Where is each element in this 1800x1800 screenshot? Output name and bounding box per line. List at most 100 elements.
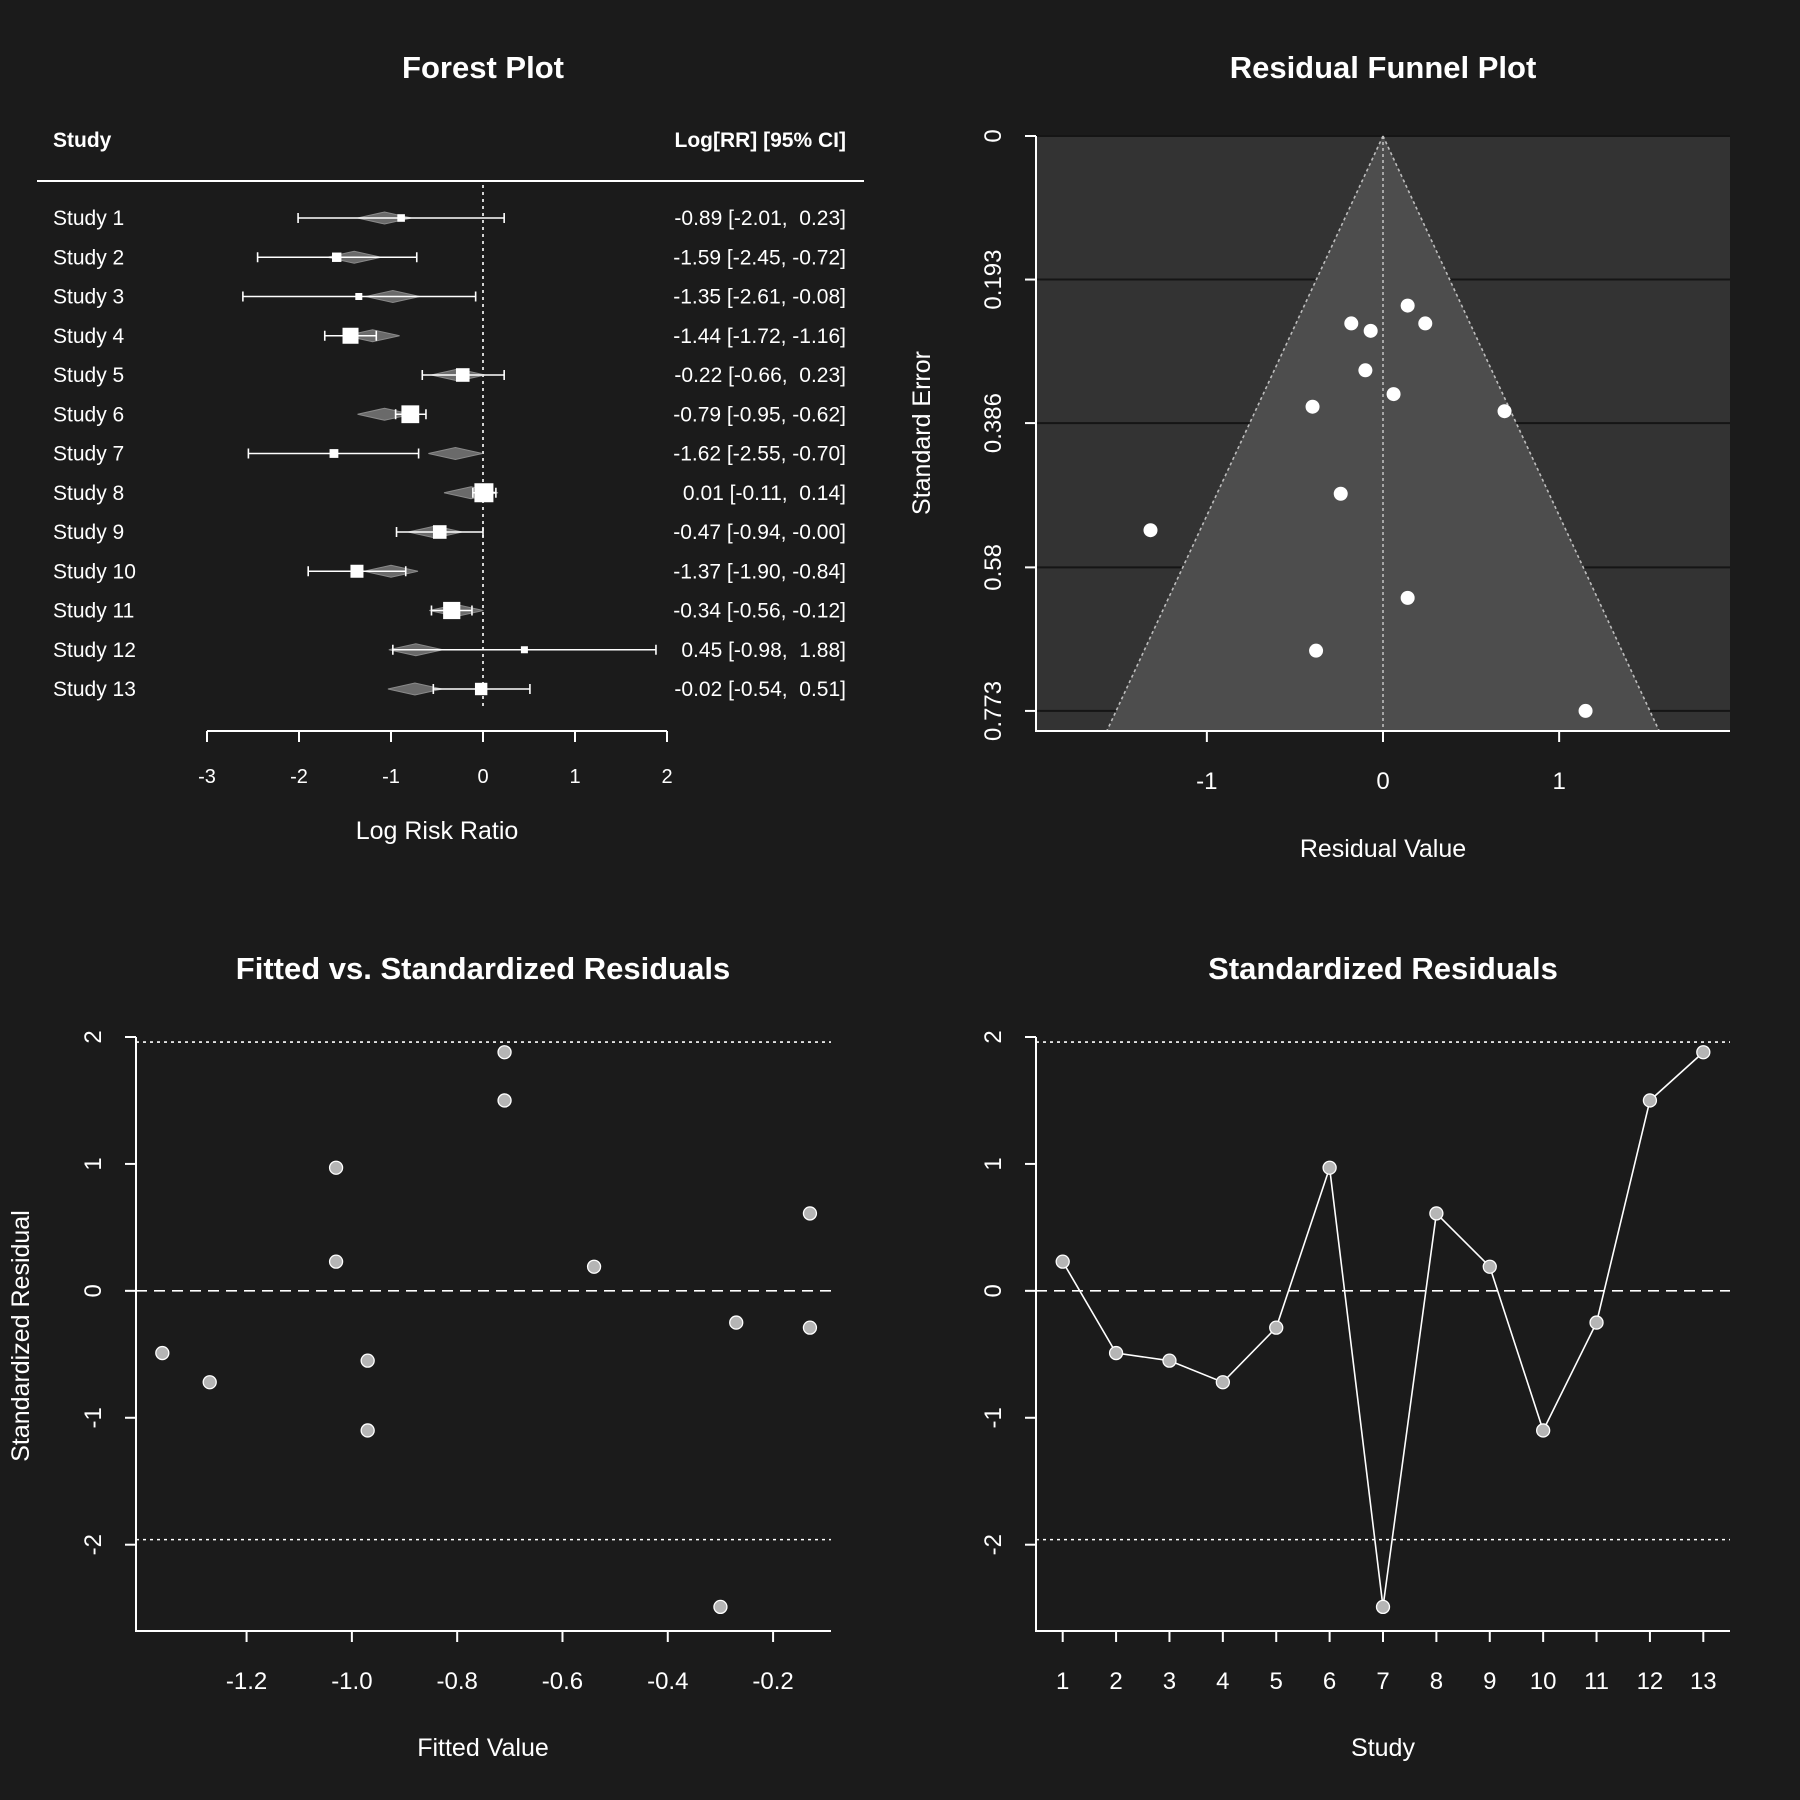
forest-ci-text: -0.79 [-0.95, -0.62] <box>673 403 846 426</box>
forest-study-label: Study 3 <box>53 286 124 309</box>
forest-x-tick-label: -2 <box>290 766 308 788</box>
forest-study-label: Study 2 <box>53 246 124 269</box>
forest-study-label: Study 7 <box>53 443 124 466</box>
fitted-x-tick-label: -0.6 <box>542 1668 583 1695</box>
forest-ci-text: 0.01 [-0.11, 0.14] <box>677 482 846 505</box>
forest-ci-text: -1.37 [-1.90, -0.84] <box>673 560 846 583</box>
funnel-right-boundary <box>1382 135 1660 732</box>
std-residuals-y-tick-label: -2 <box>980 1534 1007 1555</box>
forest-ci-text: -1.35 [-2.61, -0.08] <box>673 286 846 309</box>
std-residuals-x-tick-label: 6 <box>1323 1668 1336 1695</box>
std-residuals-x-tick-label: 5 <box>1270 1668 1283 1695</box>
funnel-point <box>1400 298 1415 313</box>
funnel-point <box>1305 399 1320 414</box>
funnel-point <box>1578 703 1593 718</box>
forest-point-estimate <box>520 646 528 654</box>
funnel-x-axis-label: Residual Value <box>1300 835 1466 863</box>
forest-point-estimate <box>329 449 339 458</box>
std-residuals-point <box>1322 1160 1337 1175</box>
fitted-y-tick-label: 0 <box>80 1284 107 1297</box>
fitted-point <box>729 1315 744 1330</box>
fitted-y-tick-label: -2 <box>80 1534 107 1555</box>
fitted-vs-residuals-panel: Fitted vs. Standardized Residuals Fitted… <box>7 951 831 1762</box>
fitted-point <box>155 1345 170 1361</box>
forest-study-label: Study 1 <box>53 207 124 230</box>
std-residuals-x-axis-label: Study <box>1351 1734 1415 1762</box>
funnel-plot-panel: Residual Funnel Plot Residual Value Stan… <box>908 50 1730 863</box>
fitted-x-tick-label: -0.2 <box>752 1668 793 1695</box>
forest-point-estimate <box>432 525 447 539</box>
funnel-point <box>1358 363 1373 378</box>
std-residuals-point <box>1482 1259 1497 1274</box>
forest-study-label: Study 11 <box>53 600 134 623</box>
std-residuals-point <box>1696 1045 1711 1060</box>
forest-x-tick-label: -1 <box>382 766 400 788</box>
funnel-left-boundary <box>1106 135 1384 732</box>
forest-study-label: Study 13 <box>53 678 136 701</box>
fitted-y-tick-label: 1 <box>80 1157 107 1170</box>
forest-point-estimate <box>474 682 488 696</box>
std-residuals-title: Standardized Residuals <box>1208 951 1558 986</box>
std-residuals-point <box>1055 1254 1070 1269</box>
std-residuals-x-tick-label: 1 <box>1056 1668 1069 1695</box>
std-residuals-y-tick-label: 1 <box>980 1157 1007 1170</box>
std-residuals-x-tick-label: 4 <box>1216 1668 1229 1695</box>
funnel-axes <box>1035 136 1730 732</box>
funnel-x-tick-label: 1 <box>1552 768 1565 795</box>
forest-plot-panel: Forest Plot Study Log[RR] [95% CI] Log R… <box>37 50 864 845</box>
forest-point-estimate <box>397 214 405 222</box>
std-residuals-y-tick-label: -1 <box>980 1407 1007 1428</box>
fitted-y-tick-label: 2 <box>80 1030 107 1043</box>
funnel-point <box>1386 387 1401 402</box>
forest-x-axis-label: Log Risk Ratio <box>356 817 519 845</box>
std-residuals-x-tick-label: 3 <box>1163 1668 1176 1695</box>
std-residuals-point <box>1215 1375 1230 1390</box>
forest-plot-title: Forest Plot <box>402 50 564 85</box>
forest-x-tick-label: 0 <box>477 766 488 788</box>
forest-ci-text: 0.45 [-0.98, 1.88] <box>676 639 846 662</box>
forest-point-estimate <box>332 252 342 262</box>
funnel-y-tick-label: 0 <box>980 129 1007 142</box>
fitted-x-tick-label: -1.2 <box>226 1668 267 1695</box>
fitted-point <box>202 1375 217 1390</box>
fitted-point <box>586 1259 602 1274</box>
funnel-point <box>1418 316 1433 331</box>
funnel-y-axis-label: Standard Error <box>908 351 936 515</box>
funnel-point <box>1400 590 1415 605</box>
std-residuals-point <box>1536 1423 1551 1438</box>
std-residuals-point <box>1429 1206 1444 1221</box>
forest-point-estimate <box>401 405 420 424</box>
std-residuals-x-tick-label: 11 <box>1584 1668 1609 1695</box>
fitted-x-tick-label: -0.4 <box>647 1668 688 1695</box>
forest-study-label: Study 12 <box>53 639 136 662</box>
std-residuals-y-tick-label: 2 <box>980 1030 1007 1043</box>
forest-ci-text: -0.22 [-0.66, 0.23] <box>674 364 846 387</box>
funnel-point <box>1344 316 1359 331</box>
forest-ci-text: -0.47 [-0.94, -0.00] <box>673 521 846 544</box>
forest-ci-text: -0.89 [-2.01, 0.23] <box>674 207 846 230</box>
forest-point-estimate <box>342 327 359 344</box>
fitted-point <box>328 1160 344 1175</box>
fitted-axes <box>135 1037 831 1632</box>
std-residuals-axes <box>1035 1037 1730 1632</box>
forest-point-estimate <box>443 601 461 620</box>
fitted-point <box>802 1320 818 1335</box>
std-residuals-point <box>1589 1315 1604 1330</box>
funnel-x-tick-label: -1 <box>1196 768 1217 795</box>
funnel-point <box>1497 404 1512 419</box>
std-residuals-x-tick-label: 8 <box>1430 1668 1443 1695</box>
forest-study-label: Study 9 <box>53 521 124 544</box>
funnel-x-tick-label: 0 <box>1376 768 1389 795</box>
funnel-point <box>1333 486 1348 501</box>
forest-ci-text: -0.34 [-0.56, -0.12] <box>673 600 846 623</box>
forest-ci-text: -0.02 [-0.54, 0.51] <box>674 678 846 701</box>
fitted-point <box>360 1423 375 1438</box>
fitted-x-axis-label: Fitted Value <box>417 1734 549 1762</box>
funnel-region <box>1106 136 1660 731</box>
fitted-point <box>360 1353 375 1368</box>
forest-ci-text: -1.62 [-2.55, -0.70] <box>673 443 846 466</box>
forest-prediction-diamond <box>428 446 483 461</box>
fitted-x-tick-label: -1.0 <box>331 1668 372 1695</box>
forest-x-tick-label: 1 <box>569 766 580 788</box>
